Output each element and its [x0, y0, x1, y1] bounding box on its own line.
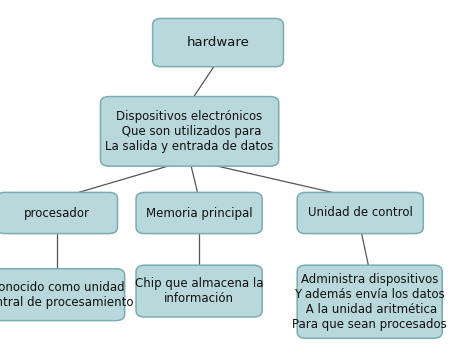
FancyBboxPatch shape	[0, 269, 125, 321]
FancyBboxPatch shape	[0, 192, 118, 234]
Text: Chip que almacena la
información: Chip que almacena la información	[135, 277, 264, 305]
Text: hardware: hardware	[187, 36, 249, 49]
Text: Unidad de control: Unidad de control	[308, 207, 413, 219]
FancyBboxPatch shape	[136, 192, 262, 234]
FancyBboxPatch shape	[297, 265, 442, 338]
Text: Dispositivos electrónicos
 Que son utilizados para
La salida y entrada de datos: Dispositivos electrónicos Que son utiliz…	[105, 110, 274, 153]
Text: procesador: procesador	[24, 207, 90, 219]
Text: Memoria principal: Memoria principal	[146, 207, 252, 219]
FancyBboxPatch shape	[297, 192, 423, 234]
FancyBboxPatch shape	[100, 97, 279, 166]
Text: Administra dispositivos
Y además envía los datos
 A la unidad aritmética
Para qu: Administra dispositivos Y además envía l…	[292, 273, 447, 331]
FancyBboxPatch shape	[153, 18, 283, 67]
FancyBboxPatch shape	[136, 265, 262, 317]
Text: Conocido como unidad
Central de procesamiento: Conocido como unidad Central de procesam…	[0, 281, 134, 308]
